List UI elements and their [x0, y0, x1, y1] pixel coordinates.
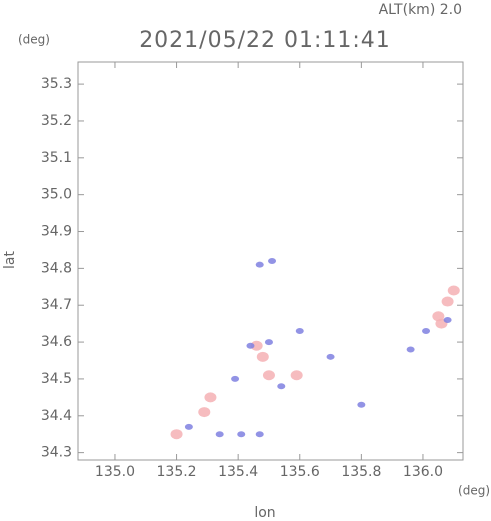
echo [237, 431, 246, 438]
echo [231, 375, 240, 382]
x-tick-label: 135.8 [341, 464, 381, 480]
echo [326, 353, 335, 360]
x-tick-label: 135.2 [157, 464, 197, 480]
y-unit: (deg) [18, 33, 50, 47]
x-tick-label: 135.6 [280, 464, 320, 480]
echo [264, 339, 273, 346]
y-tick-label: 34.4 [41, 408, 72, 424]
x-tick-label: 135.0 [95, 464, 135, 480]
chart-title: 2021/05/22 01:11:41 [139, 28, 391, 53]
y-tick-label: 34.5 [41, 371, 72, 387]
echo [256, 351, 269, 362]
y-tick-label: 34.8 [41, 260, 72, 276]
y-tick-label: 34.9 [41, 224, 72, 240]
echo [204, 392, 217, 403]
echo [255, 431, 264, 438]
y-axis-label: lat [2, 251, 18, 269]
x-unit: (deg) [458, 484, 490, 498]
echo [215, 431, 224, 438]
echo [277, 383, 286, 390]
echo [447, 285, 460, 296]
x-tick-label: 135.4 [218, 464, 258, 480]
echo [268, 258, 277, 264]
echo [255, 261, 264, 268]
echo [246, 342, 255, 349]
y-tick-label: 35.3 [41, 76, 72, 92]
echo [406, 346, 415, 353]
x-axis-label: lon [254, 505, 275, 521]
echo [441, 296, 454, 307]
plot-frame [77, 61, 464, 461]
echo [357, 401, 366, 408]
y-tick-label: 35.0 [41, 187, 72, 203]
echo [250, 340, 263, 351]
echo [422, 328, 431, 335]
y-tick-label: 35.1 [41, 150, 72, 166]
corner-label: ALT(km) 2.0 [379, 2, 462, 18]
x-tick-label: 136.0 [403, 464, 443, 480]
echo [443, 316, 452, 323]
y-tick-label: 34.6 [41, 334, 72, 350]
echo [295, 328, 304, 335]
y-tick-label: 34.7 [41, 297, 72, 313]
echo [198, 407, 211, 418]
echo [432, 311, 445, 322]
echo [262, 370, 275, 381]
y-tick-label: 35.2 [41, 113, 72, 129]
y-tick-label: 34.3 [41, 445, 72, 461]
echo [170, 429, 183, 440]
echo [184, 423, 193, 430]
echo [290, 370, 303, 381]
